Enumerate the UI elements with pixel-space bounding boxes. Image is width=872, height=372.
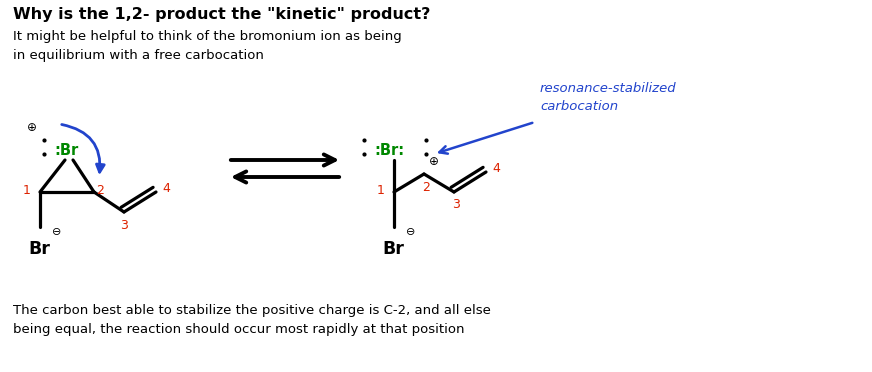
Text: :Br:: :Br: bbox=[374, 142, 404, 157]
Text: 2: 2 bbox=[96, 183, 104, 196]
Text: 1: 1 bbox=[377, 183, 385, 196]
Text: :Br: :Br bbox=[54, 142, 78, 157]
Text: 2: 2 bbox=[422, 180, 430, 193]
Text: ⊕: ⊕ bbox=[429, 154, 439, 167]
Text: 1: 1 bbox=[23, 183, 31, 196]
Text: 4: 4 bbox=[162, 182, 170, 195]
Text: Br: Br bbox=[28, 240, 50, 258]
Text: 3: 3 bbox=[120, 218, 128, 231]
Text: ⊖: ⊖ bbox=[406, 227, 416, 237]
Text: ⊕: ⊕ bbox=[27, 121, 37, 134]
Text: ⊖: ⊖ bbox=[52, 227, 62, 237]
FancyArrowPatch shape bbox=[62, 125, 105, 172]
Text: 3: 3 bbox=[452, 199, 460, 212]
Text: resonance-stabilized
carbocation: resonance-stabilized carbocation bbox=[540, 81, 677, 112]
Text: Br: Br bbox=[382, 240, 404, 258]
Text: 4: 4 bbox=[492, 161, 500, 174]
Text: The carbon best able to stabilize the positive charge is C-2, and all else
being: The carbon best able to stabilize the po… bbox=[13, 304, 491, 336]
Text: Why is the 1,2- product the "kinetic" product?: Why is the 1,2- product the "kinetic" pr… bbox=[13, 7, 431, 22]
Text: It might be helpful to think of the bromonium ion as being
in equilibrium with a: It might be helpful to think of the brom… bbox=[13, 30, 402, 61]
